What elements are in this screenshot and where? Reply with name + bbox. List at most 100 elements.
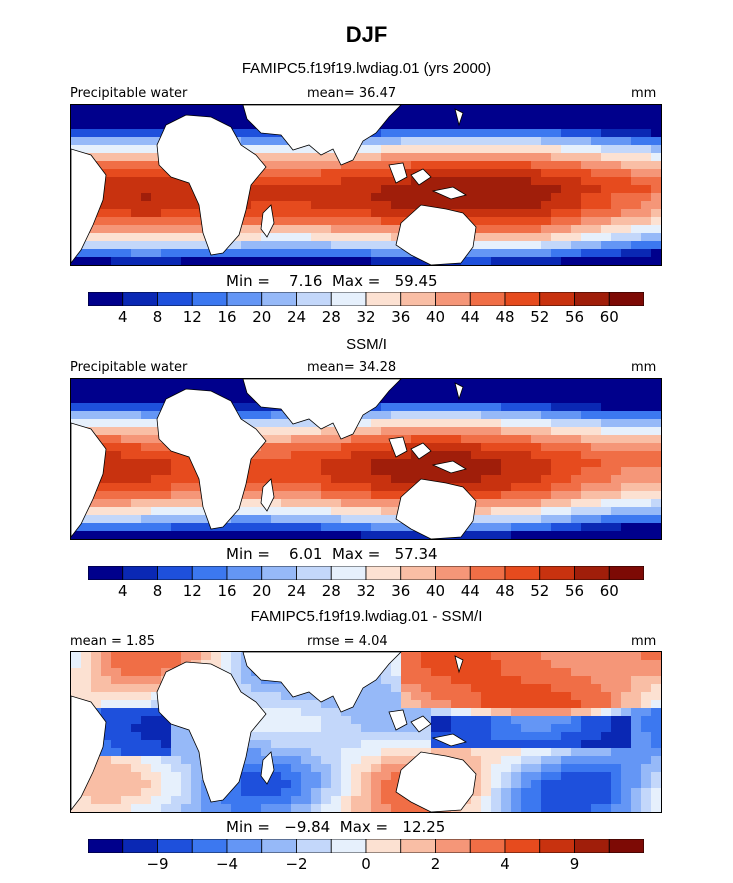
field-cell: [241, 225, 252, 234]
field-cell: [591, 716, 602, 725]
field-cell: [481, 764, 492, 773]
field-cell: [291, 201, 302, 210]
field-cell: [301, 724, 312, 733]
field-cell: [321, 233, 332, 242]
field-cell: [421, 193, 432, 202]
field-cell: [561, 241, 572, 250]
field-cell: [531, 499, 542, 508]
field-cell: [541, 395, 552, 404]
continent-outline: [395, 478, 477, 539]
field-cell: [91, 249, 102, 258]
field-cell: [401, 676, 412, 685]
field-cell: [471, 427, 482, 436]
field-cell: [401, 249, 412, 258]
field-cell: [281, 177, 292, 186]
field-cell: [301, 217, 312, 226]
field-cell: [561, 660, 572, 669]
field-cell: [571, 692, 582, 701]
field-cell: [331, 515, 342, 524]
field-cell: [271, 177, 282, 186]
field-cell: [431, 121, 442, 130]
field-cell: [381, 241, 392, 250]
field-cell: [201, 796, 212, 805]
field-cell: [261, 201, 272, 210]
field-cell: [181, 764, 192, 773]
field-cell: [251, 756, 262, 765]
field-cell: [611, 652, 622, 661]
field-cell: [521, 403, 532, 412]
field-cell: [181, 491, 192, 500]
field-cell: [611, 249, 622, 258]
field-cell: [161, 772, 172, 781]
field-cell: [121, 483, 132, 492]
field-cell: [231, 113, 242, 122]
field-cell: [471, 796, 482, 805]
field-cell: [421, 137, 432, 146]
field-cell: [271, 201, 282, 210]
continent-outline: [410, 168, 432, 186]
field-cell: [461, 475, 472, 484]
field-cell: [581, 225, 592, 234]
field-cell: [581, 427, 592, 436]
field-cell: [471, 169, 482, 178]
field-cell: [391, 395, 402, 404]
field-cell: [261, 435, 272, 444]
field-cell: [391, 185, 402, 194]
field-cell: [631, 499, 642, 508]
field-cell: [551, 764, 562, 773]
field-cell: [191, 796, 202, 805]
field-cell: [481, 684, 492, 693]
field-cell: [231, 668, 242, 677]
field-cell: [461, 193, 472, 202]
field-cell: [161, 249, 172, 258]
field-cell: [381, 225, 392, 234]
field-cell: [631, 515, 642, 524]
field-cell: [621, 732, 632, 741]
field-cell: [161, 740, 172, 749]
field-cell: [111, 780, 122, 789]
field-cell: [401, 129, 412, 138]
field-cell: [321, 161, 332, 170]
field-cell: [361, 491, 372, 500]
field-cell: [271, 483, 282, 492]
field-cell: [351, 193, 362, 202]
field-cell: [491, 395, 502, 404]
field-cell: [611, 177, 622, 186]
field-cell: [431, 395, 442, 404]
field-cell: [121, 217, 132, 226]
field-cell: [301, 153, 312, 162]
field-cell: [511, 668, 522, 677]
field-cell: [411, 708, 422, 717]
field-cell: [421, 379, 432, 388]
field-cell: [391, 684, 402, 693]
field-cell: [201, 788, 212, 797]
field-cell: [621, 740, 632, 749]
field-cell: [321, 475, 332, 484]
field-cell: [611, 716, 622, 725]
field-cell: [521, 209, 532, 218]
field-cell: [261, 684, 272, 693]
field-cell: [541, 716, 552, 725]
field-cell: [251, 249, 262, 258]
field-cell: [611, 780, 622, 789]
field-cell: [101, 652, 112, 661]
field-cell: [411, 676, 422, 685]
field-cell: [371, 708, 382, 717]
field-cell: [131, 257, 142, 265]
field-cell: [121, 145, 132, 154]
field-cell: [101, 475, 112, 484]
field-cell: [581, 732, 592, 741]
field-cell: [641, 427, 652, 436]
field-cell: [81, 105, 92, 114]
field-cell: [511, 121, 522, 130]
colorbar-tick-label: 16: [217, 582, 237, 600]
colorbar-box: [469, 839, 506, 853]
field-cell: [81, 515, 92, 524]
field-cell: [311, 161, 322, 170]
field-cell: [491, 668, 502, 677]
field-cell: [461, 700, 472, 709]
field-cell: [591, 193, 602, 202]
field-cell: [631, 193, 642, 202]
field-cell: [181, 515, 192, 524]
field-cell: [541, 257, 552, 265]
